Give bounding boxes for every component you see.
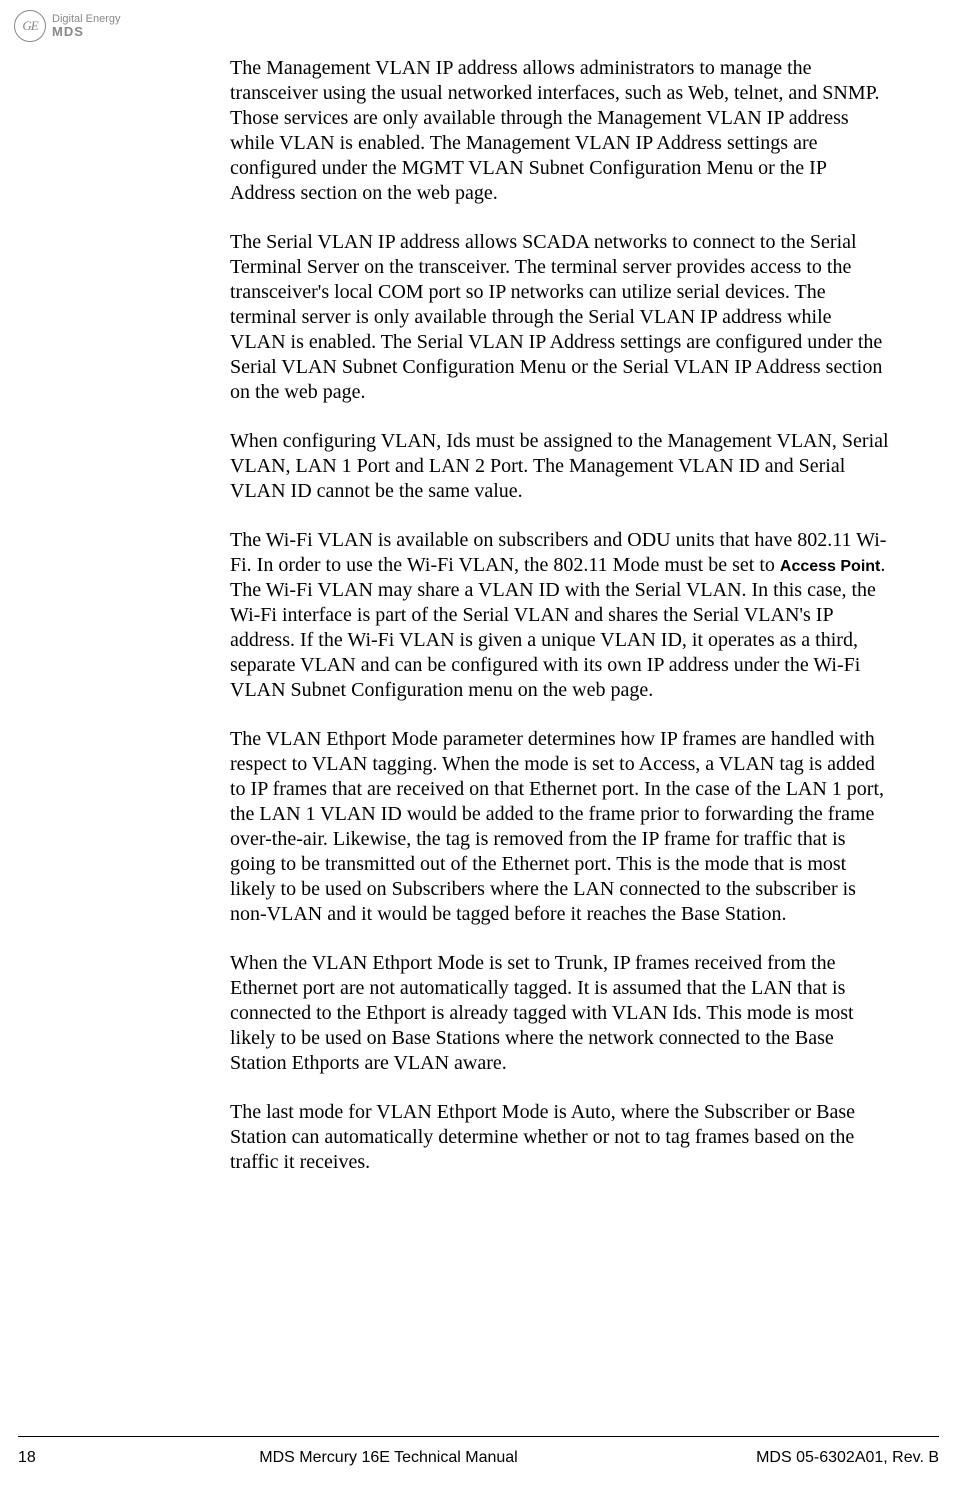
doc-revision: MDS 05-6302A01, Rev. B [679,1449,939,1467]
paragraph-4-b: . The Wi-Fi VLAN may share a VLAN ID wit… [230,554,885,701]
paragraph-6: When the VLAN Ethport Mode is set to Tru… [230,951,890,1076]
manual-title: MDS Mercury 16E Technical Manual [98,1449,679,1467]
paragraph-2: The Serial VLAN IP address allows SCADA … [230,230,890,405]
logo-initials: GE [22,18,37,34]
access-point-bold: Access Point [780,558,880,575]
ge-monogram-icon: GE [14,10,46,42]
paragraph-4: The Wi-Fi VLAN is available on subscribe… [230,528,890,703]
logo-text: Digital Energy MDS [52,14,120,38]
footer-divider [18,1436,939,1437]
logo-line2: MDS [52,25,120,38]
brand-logo: GE Digital Energy MDS [14,10,120,42]
page-number: 18 [18,1449,98,1467]
paragraph-1: The Management VLAN IP address allows ad… [230,56,890,206]
page-body: The Management VLAN IP address allows ad… [230,56,890,1199]
page-footer: 18 MDS Mercury 16E Technical Manual MDS … [18,1449,939,1467]
paragraph-5: The VLAN Ethport Mode parameter determin… [230,727,890,927]
paragraph-7: The last mode for VLAN Ethport Mode is A… [230,1100,890,1175]
paragraph-3: When configuring VLAN, Ids must be assig… [230,429,890,504]
